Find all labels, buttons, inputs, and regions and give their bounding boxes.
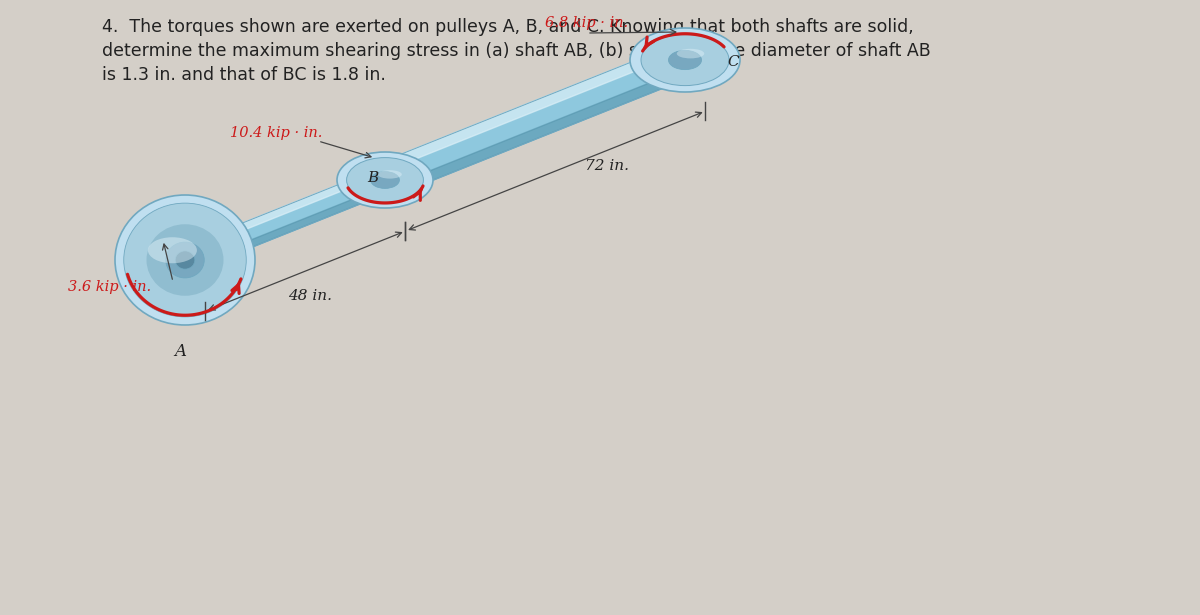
Ellipse shape [175, 251, 194, 269]
Ellipse shape [641, 34, 730, 85]
Ellipse shape [668, 50, 702, 69]
Polygon shape [378, 43, 682, 172]
Ellipse shape [371, 172, 400, 188]
Text: 6.8 kip · in.: 6.8 kip · in. [545, 16, 628, 30]
Polygon shape [187, 186, 390, 272]
Ellipse shape [630, 28, 740, 92]
Ellipse shape [148, 237, 197, 263]
Polygon shape [378, 43, 691, 197]
Ellipse shape [347, 157, 424, 202]
Ellipse shape [378, 170, 402, 178]
Polygon shape [388, 68, 691, 197]
Polygon shape [180, 168, 390, 272]
Text: B: B [367, 171, 379, 185]
Ellipse shape [124, 203, 246, 317]
Text: A: A [174, 343, 186, 360]
Ellipse shape [677, 49, 704, 58]
Text: 4.  The torques shown are exerted on pulleys A, B, and C. Knowing that both shaf: 4. The torques shown are exerted on pull… [102, 18, 931, 84]
Ellipse shape [115, 195, 256, 325]
Polygon shape [180, 168, 383, 255]
Text: C: C [727, 55, 739, 69]
Text: 10.4 kip · in.: 10.4 kip · in. [230, 126, 323, 140]
Text: 48 in.: 48 in. [288, 289, 332, 303]
Text: 3.6 kip · in.: 3.6 kip · in. [68, 280, 151, 294]
Ellipse shape [146, 224, 223, 296]
Ellipse shape [337, 152, 433, 208]
Text: 72 in.: 72 in. [586, 159, 630, 173]
Ellipse shape [166, 242, 204, 278]
